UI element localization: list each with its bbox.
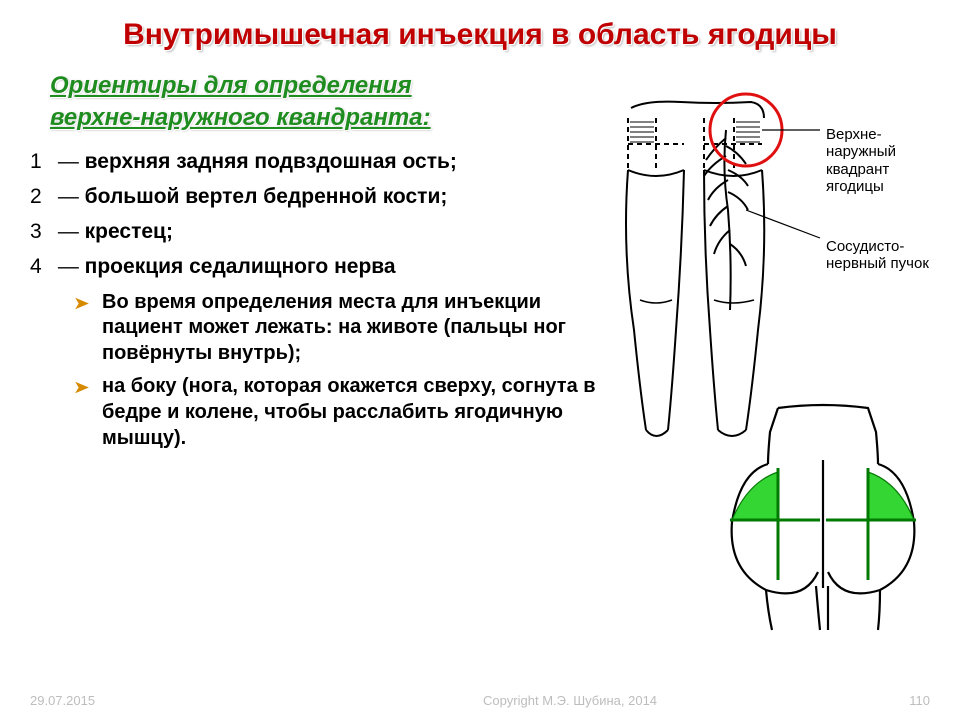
posterior-body-diagram — [586, 30, 846, 450]
annotation-nerve-bundle: Сосудисто-нервный пучок — [826, 238, 936, 273]
subtitle-line1: Ориентиры для определения — [50, 72, 412, 99]
list-item: 3 — крестец; — [30, 219, 614, 244]
subtitle-line2: верхне-наружного квандранта: — [50, 104, 431, 131]
footer-date: 29.07.2015 — [30, 693, 290, 708]
item-text: проекция седалищного нерва — [85, 255, 396, 278]
item-num: 4 — [30, 254, 52, 279]
landmark-list: 1 — верхняя задняя подвздошная ость; 2 —… — [28, 149, 614, 280]
bullet-item: Во время определения места для инъекции … — [74, 290, 614, 367]
list-item: 4 — проекция седалищного нерва — [30, 254, 614, 279]
subtitle: Ориентиры для определения верхне-наружно… — [28, 70, 614, 135]
bullet-list: Во время определения места для инъекции … — [28, 290, 614, 452]
footer-page-number: 110 — [850, 693, 930, 708]
item-num: 2 — [30, 184, 52, 209]
annotation-upper-outer: Верхне-наружный квадрант ягодицы — [826, 126, 936, 195]
footer-copyright: Copyright М.Э. Шубина, 2014 — [290, 693, 850, 708]
list-item: 2 — большой вертел бедренной кости; — [30, 184, 614, 209]
item-num: 3 — [30, 219, 52, 244]
list-item: 1 — верхняя задняя подвздошная ость; — [30, 149, 614, 174]
gluteal-quadrant-inset — [708, 402, 938, 632]
item-text: крестец; — [85, 220, 173, 243]
diagram-column: Верхне-наружный квадрант ягодицы Сосудис… — [614, 70, 932, 459]
item-num: 1 — [30, 149, 52, 174]
item-text: большой вертел бедренной кости; — [85, 185, 448, 208]
slide-footer: 29.07.2015 Copyright М.Э. Шубина, 2014 1… — [0, 693, 960, 708]
item-text: верхняя задняя подвздошная ость; — [85, 150, 457, 173]
bullet-item: на боку (нога, которая окажется сверху, … — [74, 374, 614, 451]
text-column: Ориентиры для определения верхне-наружно… — [28, 70, 614, 459]
